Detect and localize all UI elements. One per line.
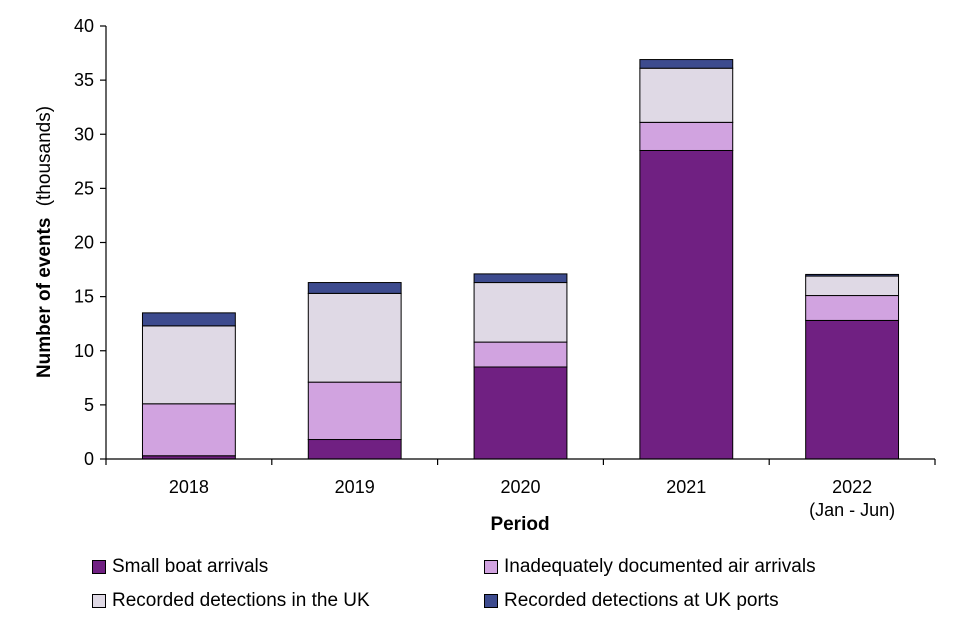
bar-segment-1-2021	[639, 121, 734, 151]
y-axis-title: Number of events (thousands)	[34, 106, 55, 378]
y-tick-label: 15	[74, 287, 94, 307]
bar-segment-2-2020	[473, 282, 568, 343]
legend-item: Inadequately documented air arrivals	[484, 556, 904, 578]
y-tick-label: 30	[74, 124, 94, 144]
x-tick-label: 2021	[666, 477, 706, 497]
y-tick-label: 40	[74, 16, 94, 36]
legend: Small boat arrivals Inadequately documen…	[92, 556, 912, 612]
stacked-bar-chart: 0 5 10 15 20 25 30 35 40 2018 2019 2020 2021 2022 (Ja…	[34, 16, 936, 535]
y-tick-label: 25	[74, 178, 94, 198]
bar-segment-0-2021	[639, 149, 734, 460]
legend-item: Small boat arrivals	[92, 556, 484, 578]
bar-segment-2-2019	[307, 292, 402, 383]
x-tick-label-sub: (Jan - Jun)	[809, 500, 895, 520]
bars	[141, 59, 900, 460]
bar-segment-2-2018	[141, 325, 236, 405]
bar-segment-3-2022	[805, 273, 900, 277]
bar-segment-2-2022	[805, 275, 900, 297]
legend-label: Recorded detections at UK ports	[504, 590, 779, 611]
legend-label: Small boat arrivals	[112, 556, 269, 577]
bar-segment-1-2019	[307, 381, 402, 441]
bar-segment-0-2022	[805, 319, 900, 460]
y-axis-title-units: (thousands)	[34, 106, 55, 206]
legend-label: Inadequately documented air arrivals	[504, 556, 816, 577]
bar-segment-0-2020	[473, 366, 568, 460]
bar-segment-1-2018	[141, 403, 236, 457]
y-tick-label: 35	[74, 70, 94, 90]
bar-segment-3-2018	[141, 312, 236, 327]
bar-segment-1-2022	[805, 295, 900, 321]
legend-item: Recorded detections in the UK	[92, 590, 484, 612]
bar-segment-0-2019	[307, 439, 402, 460]
y-tick-label: 20	[74, 233, 94, 253]
x-tick-label: 2019	[335, 477, 375, 497]
legend-swatch-small-boat	[92, 560, 106, 574]
bar-segment-3-2020	[473, 273, 568, 284]
bar-segment-3-2019	[307, 282, 402, 294]
y-axis: 0 5 10 15 20 25 30 35 40	[74, 16, 107, 469]
x-axis: 2018 2019 2020 2021 2022 (Jan - Jun)	[105, 458, 936, 520]
legend-swatch-air-arrivals	[484, 560, 498, 574]
x-tick-label: 2018	[169, 477, 209, 497]
x-tick-label: 2020	[500, 477, 540, 497]
legend-item: Recorded detections at UK ports	[484, 590, 904, 612]
legend-swatch-detections-ports	[484, 594, 498, 608]
bar-segment-3-2021	[639, 59, 734, 69]
y-tick-label: 0	[84, 449, 94, 469]
bar-segment-1-2020	[473, 341, 568, 368]
y-tick-label: 5	[84, 395, 94, 415]
x-axis-title: Period	[490, 514, 549, 535]
legend-label: Recorded detections in the UK	[112, 590, 370, 611]
bar-segment-2-2021	[639, 67, 734, 123]
x-tick-label: 2022	[832, 477, 872, 497]
y-axis-title-bold: Number of events	[34, 218, 55, 378]
y-tick-label: 10	[74, 341, 94, 361]
legend-swatch-detections-uk	[92, 594, 106, 608]
